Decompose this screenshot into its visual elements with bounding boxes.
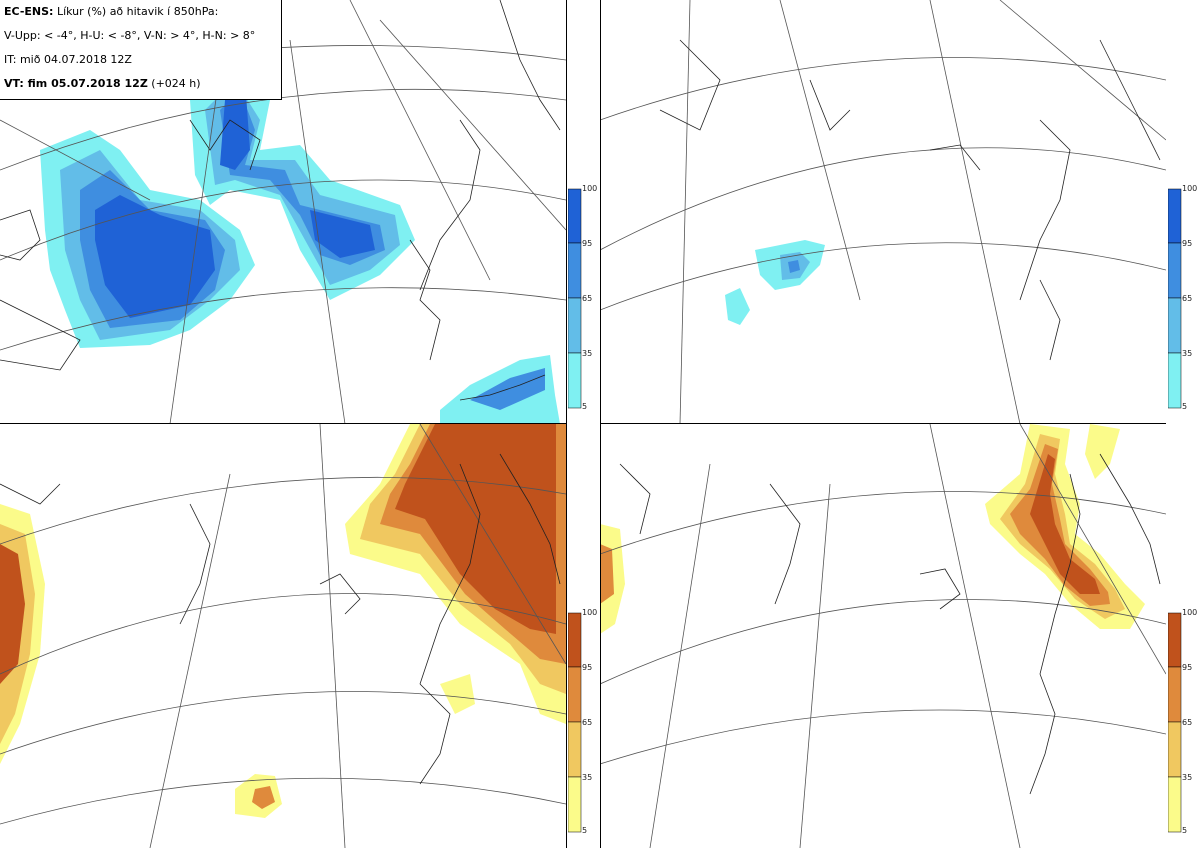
- graticule: [600, 424, 1166, 848]
- cb-warm2-tick-100: 100: [1182, 608, 1198, 617]
- panel-warm-plus4: [0, 424, 566, 848]
- cb-warm2-tick-95: 95: [1182, 663, 1193, 672]
- map-warm-plus8: [600, 424, 1166, 848]
- map-cold-minus8: [600, 0, 1166, 424]
- coastlines: [0, 453, 561, 785]
- title-text: Líkur (%) að hitavik í 850hPa:: [56, 5, 219, 18]
- cb-warm2-tick-35: 35: [1182, 773, 1193, 782]
- cb-warm1-tick-65: 65: [582, 718, 593, 727]
- cb-cold2-tick-95: 95: [1182, 239, 1193, 248]
- coastlines: [659, 39, 1161, 361]
- cb-cold2-tick-35: 35: [1182, 349, 1193, 358]
- cb-warm1-seg-2: [568, 666, 582, 723]
- cb-warm2-tick-65: 65: [1182, 718, 1193, 727]
- coastlines: [619, 453, 1161, 795]
- cb-warm1-tick-95: 95: [582, 663, 593, 672]
- separator-horizontal-left: [0, 423, 566, 424]
- colorbar-warm-plus4: 100 95 65 35 5: [568, 608, 598, 835]
- cb-cold1-tick-95: 95: [582, 239, 593, 248]
- colorbar-warm-plus8: 100 95 65 35 5: [1168, 608, 1198, 835]
- valid-time-text: VT: fim 05.07.2018 12Z: [4, 77, 148, 90]
- graticule: [600, 0, 1166, 424]
- cb-cold1-seg-2: [568, 242, 582, 299]
- colorbar-cold-minus4-scale: [568, 188, 582, 409]
- graticule: [0, 424, 566, 848]
- colorbar-cold-minus8-scale: [1168, 188, 1182, 409]
- cb-cold2-seg-2: [1168, 242, 1182, 299]
- colorbar-warm-plus8-scale: [1168, 612, 1182, 833]
- cb-cold1-tick-5: 5: [582, 402, 588, 411]
- cb-warm1-seg-1: [568, 612, 582, 668]
- prob-area-warm-4: [440, 674, 475, 714]
- panel-cold-minus8: [600, 0, 1166, 424]
- panel-warm-plus8: [600, 424, 1166, 848]
- prob-area-warm-7: [1085, 424, 1120, 479]
- cb-warm1-tick-100: 100: [582, 608, 598, 617]
- cb-warm2-seg-2: [1168, 666, 1182, 723]
- cb-warm2-seg-4: [1168, 776, 1182, 833]
- cb-warm2-seg-1: [1168, 612, 1182, 668]
- thresholds-text: V-Upp: < -4°, H-U: < -8°, V-N: > 4°, H-N…: [4, 29, 256, 42]
- cb-cold2-tick-5: 5: [1182, 402, 1188, 411]
- cb-warm1-tick-5: 5: [582, 826, 588, 835]
- cb-cold1-tick-65: 65: [582, 294, 593, 303]
- colorbar-warm-plus4-scale: [568, 612, 582, 833]
- cb-cold1-tick-100: 100: [582, 184, 598, 193]
- colorbar-cold-minus8: 100 95 65 35 5: [1168, 184, 1198, 411]
- cb-cold1-tick-35: 35: [582, 349, 593, 358]
- cb-cold2-tick-65: 65: [1182, 294, 1193, 303]
- panel-cold-minus4: EC-ENS: Líkur (%) að hitavik í 850hPa: V…: [0, 0, 566, 424]
- title-legend: EC-ENS: Líkur (%) að hitavik í 850hPa: V…: [0, 0, 282, 100]
- lead-time-text: (+024 h): [151, 77, 201, 90]
- cb-cold2-seg-3: [1168, 297, 1182, 354]
- cb-warm1-tick-35: 35: [582, 773, 593, 782]
- map-cold-minus4: [0, 0, 566, 424]
- cb-cold2-seg-4: [1168, 352, 1182, 409]
- cb-cold1-seg-3: [568, 297, 582, 354]
- separator-vertical-left: [566, 0, 567, 848]
- map-warm-plus4: [0, 424, 566, 848]
- prob-area-cold-5: [725, 288, 750, 325]
- separator-vertical-right: [600, 0, 601, 848]
- model-label: EC-ENS:: [4, 5, 54, 18]
- cb-warm2-seg-3: [1168, 721, 1182, 778]
- coastlines: [0, 0, 561, 401]
- cb-cold2-tick-100: 100: [1182, 184, 1198, 193]
- cb-warm2-tick-5: 5: [1182, 826, 1188, 835]
- cb-warm1-seg-3: [568, 721, 582, 778]
- cb-warm1-seg-4: [568, 776, 582, 833]
- cb-cold1-seg-4: [568, 352, 582, 409]
- initial-time-text: IT: mið 04.07.2018 12Z: [4, 53, 132, 66]
- colorbar-cold-minus4: 100 95 65 35 5: [568, 184, 598, 411]
- cb-cold2-seg-1: [1168, 188, 1182, 244]
- separator-horizontal-right: [600, 423, 1166, 424]
- cb-cold1-seg-1: [568, 188, 582, 244]
